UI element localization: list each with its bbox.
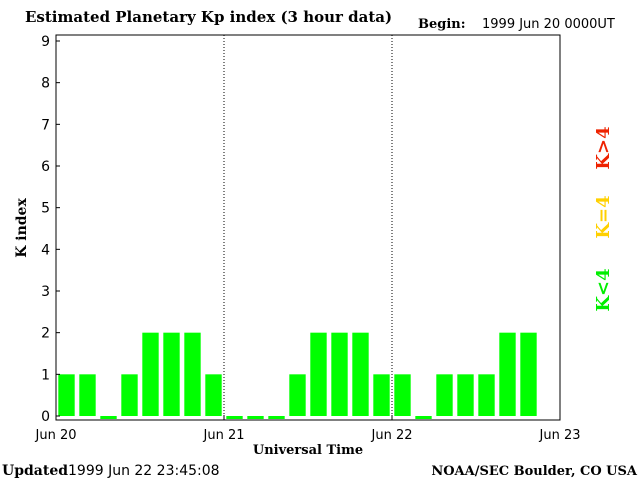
kp-bar — [499, 332, 516, 416]
legend-entry: K>4 — [593, 126, 614, 169]
kp-bar — [205, 374, 222, 416]
y-axis: 0 1 2 3 4 5 6 7 8 9 — [41, 34, 60, 425]
x-tick-label: Jun 23 — [539, 428, 581, 443]
y-tick-label: 3 — [41, 284, 50, 300]
kp-bar — [79, 374, 96, 416]
begin-value: 1999 Jun 20 0000UT — [482, 17, 615, 32]
x-tick-label: Jun 21 — [203, 428, 245, 443]
kp-bar — [310, 332, 327, 416]
kp-bar — [58, 374, 75, 416]
legend: K<4 K=4 K>4 — [593, 126, 614, 311]
day-separators — [223, 35, 393, 420]
kp-bar — [184, 332, 201, 416]
legend-entry: K=4 — [593, 195, 614, 238]
kp-bar — [100, 416, 117, 419]
y-tick-label: 9 — [41, 34, 50, 50]
x-tick-label: Jun 20 — [35, 428, 77, 443]
kp-bar — [268, 416, 285, 419]
kp-bar — [436, 374, 453, 416]
y-tick-label: 1 — [41, 367, 50, 383]
kp-bar — [478, 374, 495, 416]
begin-label: Begin: — [418, 17, 466, 32]
bars — [58, 332, 537, 419]
x-axis: Jun 20 Jun 21 Jun 22 Jun 23 — [35, 415, 581, 443]
kp-bar — [457, 374, 474, 416]
kp-bar — [142, 332, 159, 416]
legend-entry: K<4 — [593, 268, 614, 311]
kp-bar — [352, 332, 369, 416]
kp-bar — [520, 332, 537, 416]
updated-label: Updated — [2, 463, 68, 479]
y-tick-label: 6 — [41, 159, 50, 175]
kp-bar — [415, 416, 432, 419]
kp-bar — [121, 374, 138, 416]
kp-bar — [247, 416, 264, 419]
y-tick-label: 0 — [41, 409, 50, 425]
y-tick-label: 8 — [41, 76, 50, 92]
plot-frame — [55, 34, 561, 421]
source-credit: NOAA/SEC Boulder, CO USA — [431, 464, 638, 479]
y-axis-label: K index — [14, 198, 30, 258]
x-axis-label: Universal Time — [253, 443, 363, 458]
x-tick-label: Jun 22 — [371, 428, 413, 443]
updated-value: 1999 Jun 22 23:45:08 — [68, 463, 220, 479]
kp-bar — [373, 374, 390, 416]
kp-bar — [289, 374, 306, 416]
chart-title: Estimated Planetary Kp index (3 hour dat… — [25, 8, 392, 26]
kp-bar — [331, 332, 348, 416]
kp-bar — [394, 374, 411, 416]
y-tick-label: 2 — [41, 326, 50, 342]
kp-bar — [163, 332, 180, 416]
kp-bar — [226, 416, 243, 419]
y-tick-label: 7 — [41, 117, 50, 133]
y-tick-label: 4 — [41, 242, 50, 258]
y-tick-label: 5 — [41, 201, 50, 217]
